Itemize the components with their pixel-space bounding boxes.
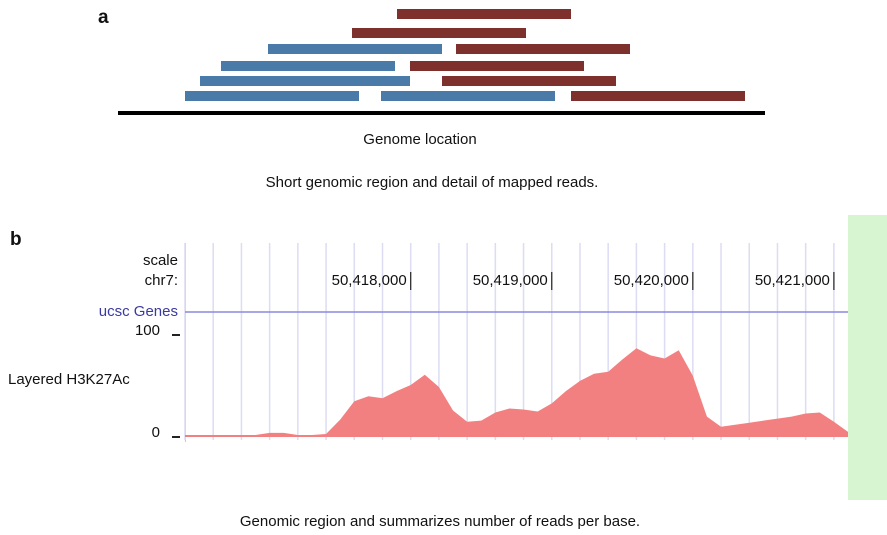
reads [185,9,745,101]
read [571,91,745,101]
read [397,9,571,19]
y-tick-label: 100 [135,322,160,339]
panel-label: a [98,7,109,28]
scale-label: scale [143,252,178,269]
genome-axis [118,111,765,115]
highlight [848,215,887,500]
x-tick-label: 50,421,000 [755,272,830,289]
caption: Genomic region and summarizes number of … [240,513,640,530]
read [381,91,555,101]
read [185,91,359,101]
read [268,44,442,54]
grid: 50,418,000 50,419,000 50,420,000 50,421,000… [135,243,848,441]
read [456,44,630,54]
y-tick-label: 0 [152,424,160,441]
axis-label: Genome location [363,131,476,148]
y-label: Layered H3K27Ac [8,371,130,388]
x-tick-label: 50,419,000 [473,272,548,289]
track-name: ucsc Genes [99,303,178,320]
panel-label: b [10,229,22,250]
read [352,28,526,38]
coverage-area [185,348,848,437]
read [221,61,395,71]
read [410,61,584,71]
x-tick-label: 50,420,000 [614,272,689,289]
read [200,76,410,86]
caption: Short genomic region and detail of mappe… [266,174,599,191]
x-tick-label: 50,418,000 [332,272,407,289]
read [442,76,616,86]
plot [185,348,848,437]
chrom-label: chr7: [145,272,178,289]
